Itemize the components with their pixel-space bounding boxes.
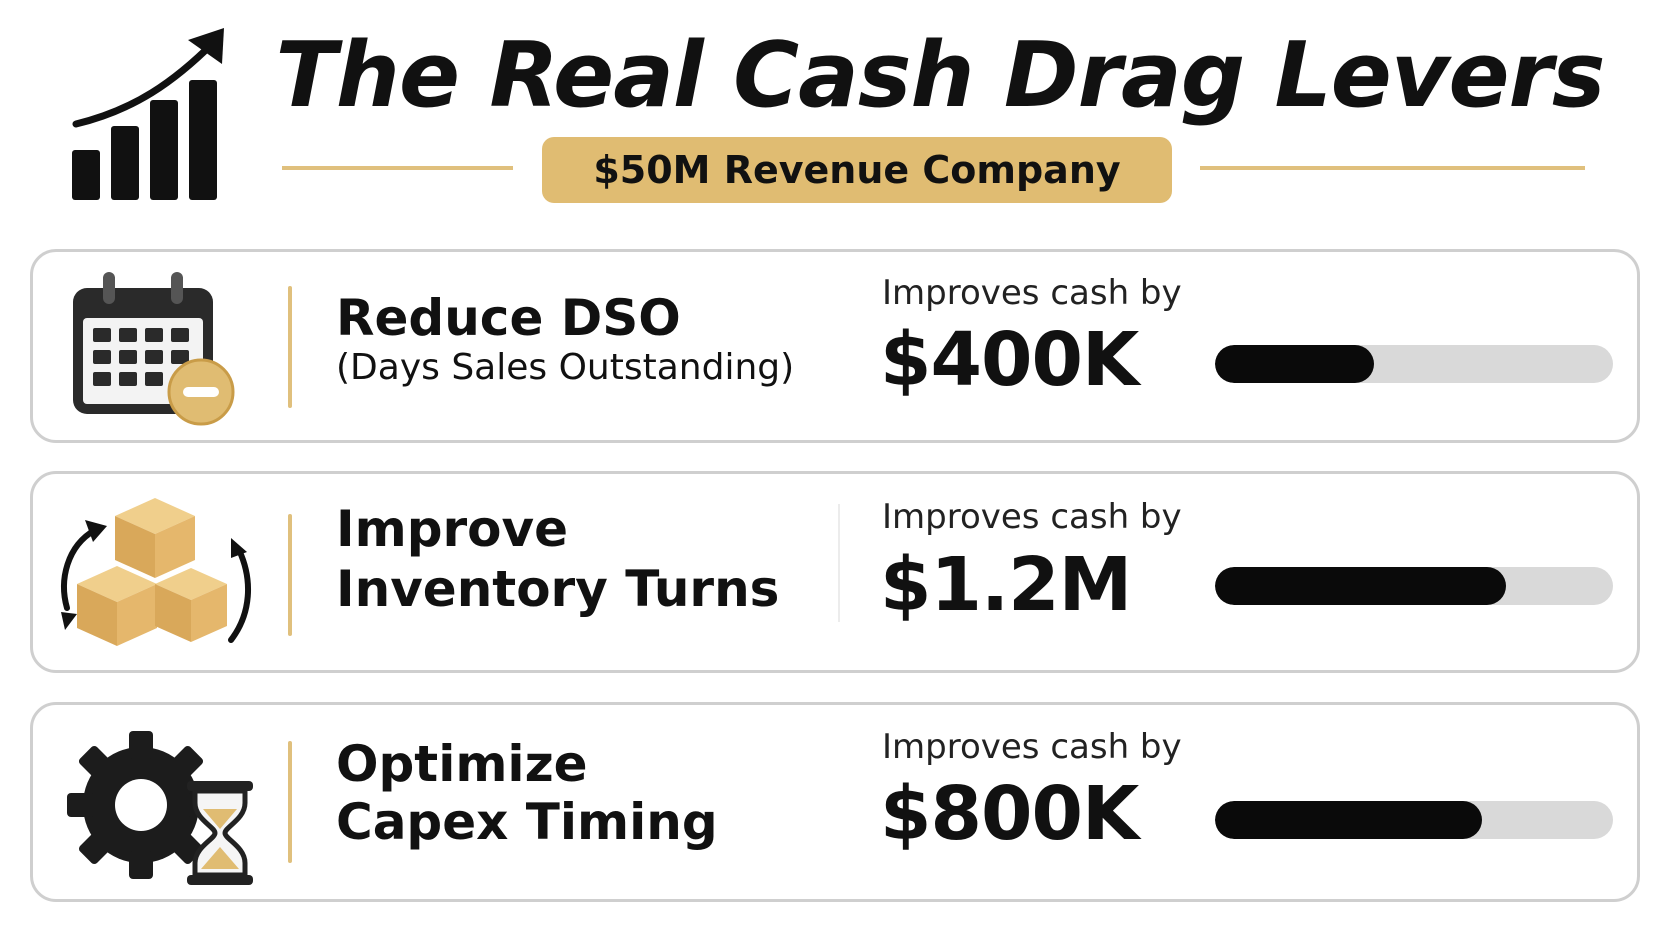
subtitle-rule-left	[282, 166, 513, 170]
card-divider	[288, 286, 292, 408]
lever-card-inventory: Improve Inventory Turns Improves cash by…	[30, 471, 1640, 673]
impact-bar	[1215, 567, 1613, 605]
inventory-boxes-cycle-icon	[61, 498, 251, 646]
lever-title: Improve	[336, 500, 569, 558]
subtitle-badge: $50M Revenue Company	[542, 137, 1172, 203]
gear-hourglass-icon	[67, 731, 253, 885]
cash-value: $1.2M	[880, 542, 1132, 628]
lever-title: Reduce DSO	[336, 289, 681, 347]
card-mid-divider	[838, 504, 840, 622]
impact-bar	[1215, 801, 1613, 839]
cash-label: Improves cash by	[882, 727, 1182, 767]
card-divider	[288, 514, 292, 636]
calendar-minus-icon	[73, 272, 235, 426]
page-title: The Real Cash Drag Levers	[275, 23, 1606, 128]
lever-title-line2: Capex Timing	[336, 793, 718, 851]
lever-card-dso: Reduce DSO (Days Sales Outstanding) Impr…	[30, 249, 1640, 443]
lever-subtitle: (Days Sales Outstanding)	[336, 347, 795, 388]
impact-bar-fill	[1215, 801, 1482, 839]
lever-card-capex: Optimize Capex Timing Improves cash by $…	[30, 702, 1640, 902]
impact-bar	[1215, 345, 1613, 383]
lever-title: Optimize	[336, 735, 588, 793]
lever-title-line2: Inventory Turns	[336, 560, 780, 618]
subtitle-rule-right	[1200, 166, 1585, 170]
cash-value: $800K	[880, 771, 1139, 857]
impact-bar-fill	[1215, 345, 1375, 383]
impact-bar-fill	[1215, 567, 1506, 605]
cash-value: $400K	[880, 317, 1139, 403]
rising-bar-chart-icon	[72, 28, 224, 200]
cash-label: Improves cash by	[882, 497, 1182, 537]
cash-label: Improves cash by	[882, 273, 1182, 313]
card-divider	[288, 741, 292, 863]
